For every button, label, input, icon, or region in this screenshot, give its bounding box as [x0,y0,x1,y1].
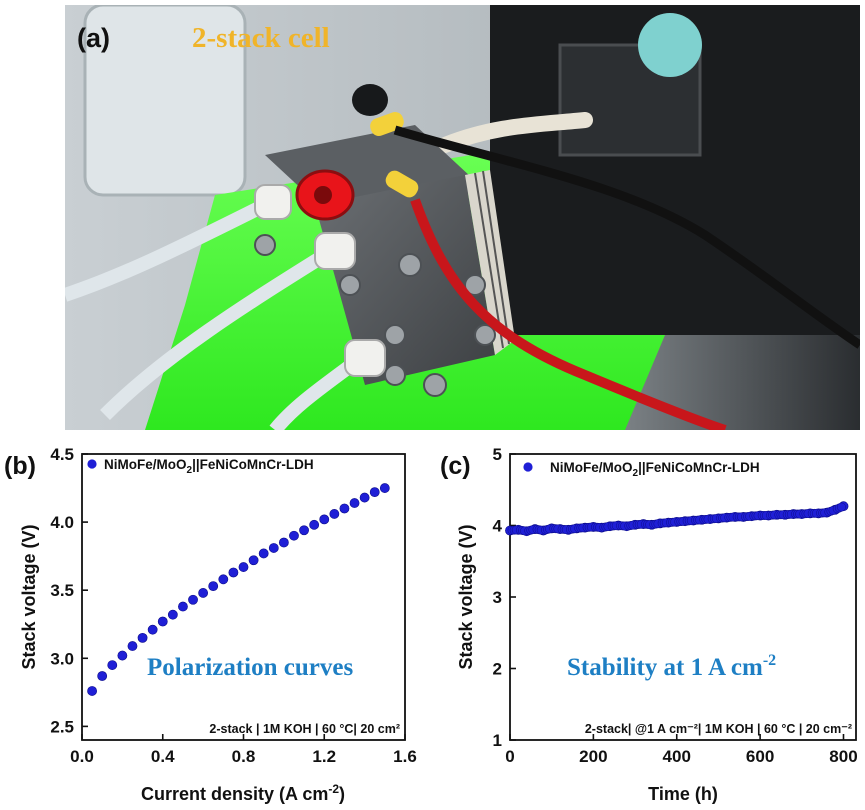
y-tick-label: 2 [493,660,502,679]
panel-label-c: (c) [440,452,471,480]
red-terminal-hole [314,186,332,204]
x-axis-label: Time (h) [648,784,718,804]
stack-layer-line [482,170,510,345]
x-tick-label: 0.8 [232,747,256,766]
data-point [87,686,97,696]
x-tick-label: 1.2 [312,747,336,766]
data-point [289,530,299,541]
data-point [359,492,370,503]
x-tick-label: 800 [829,747,857,766]
plot-frame [81,453,406,741]
data-point [147,624,158,635]
stack-layer-line [474,172,504,349]
y-axis-label: Stack voltage (V) [456,524,476,669]
photo-caption: 2-stack cell [192,22,330,54]
black-terminal [352,84,388,116]
x-tick-label: 0.4 [151,747,175,766]
plot-frame [509,453,857,741]
annotation-title: Polarization curves [147,654,353,681]
x-ticks: 0 200 400 600 800 [505,734,858,766]
data-point [97,671,108,681]
white-tube-upper [437,112,593,153]
instrument-knob [638,13,702,77]
data-point [268,543,279,553]
x-tick-label: 400 [663,747,691,766]
data-point [319,514,330,525]
glass-beaker [83,5,247,197]
data-point [167,609,178,620]
photo-panel: (a) 2-stack cell [65,5,860,430]
x-ticks: 0.0 0.4 0.8 1.2 1.6 [70,734,417,766]
black-cable [393,125,860,349]
legend-label: NiMoFe/MoO2||FeNiCoMnCr-LDH [550,460,760,479]
legend-marker [523,462,533,472]
data-point [299,525,309,536]
yellow-lug [385,170,419,198]
data-point [349,498,360,508]
y-axis-label: Stack voltage (V) [19,524,39,669]
data-point [198,588,209,598]
stack-bolts [254,234,496,397]
annotation-title: Stability at 1 A cm-2 [567,652,776,681]
data-point [278,537,289,548]
conditions-label: 2-stack | 1M KOH | 60 °C| 20 cm² [209,722,400,736]
chart-b: (b) 0.0 0.4 0.8 1.2 1.6 2.5 3.0 3.5 4.0 4.5 NiMo… [4,445,417,804]
data-point [379,483,390,493]
data-point [339,503,350,514]
x-axis-label: Current density (A cm-2) [141,782,345,804]
y-tick-label: 3 [493,588,502,607]
y-tick-label: 3.5 [50,581,74,600]
data-point [208,581,219,592]
data-point [178,601,188,612]
chart-c: (c) 0 200 400 600 800 1 2 3 4 5 NiMoFe/MoO2||FeN… [440,445,858,804]
x-tick-label: 1.6 [393,747,417,766]
data-point [107,660,118,670]
y-tick-label: 4 [493,517,503,536]
data-point [157,616,168,627]
y-tick-label: 2.5 [50,717,74,736]
tube-fitting [314,232,356,270]
y-ticks: 2.5 3.0 3.5 4.0 4.5 [50,445,88,736]
white-tube [65,198,269,302]
y-tick-label: 1 [493,731,502,750]
y-ticks: 1 2 3 4 5 [493,445,516,750]
data-points [505,501,849,537]
data-point [258,548,269,559]
data-point [369,487,380,498]
data-point [836,502,846,512]
tube-fitting [254,184,292,220]
y-tick-label: 5 [493,445,502,464]
data-point [309,519,320,530]
x-tick-label: 0 [505,747,514,766]
data-point [238,562,249,572]
x-tick-label: 200 [579,747,607,766]
tube-fitting [344,339,386,377]
x-tick-label: 600 [746,747,774,766]
data-point [218,574,229,585]
x-tick-label: 0.0 [70,747,94,766]
panel-label-b: (b) [4,452,36,480]
data-point [117,650,128,661]
stack-body [315,175,495,385]
y-tick-label: 4.0 [50,513,74,532]
legend-marker [87,459,97,469]
data-point [137,632,148,643]
data-point [329,509,340,519]
red-cable [410,198,727,430]
panel-label-a: (a) [77,23,110,53]
data-point [188,594,198,605]
conditions-label: 2-stack| @1 A cm⁻²| 1M KOH | 60 °C | 20 … [585,722,852,736]
data-point [127,641,138,651]
legend-label: NiMoFe/MoO2||FeNiCoMnCr-LDH [104,457,314,476]
data-points [87,483,390,696]
data-point [248,555,259,566]
y-tick-label: 3.0 [50,649,74,668]
y-tick-label: 4.5 [50,445,74,464]
white-tube [100,249,329,420]
data-point [228,567,239,578]
